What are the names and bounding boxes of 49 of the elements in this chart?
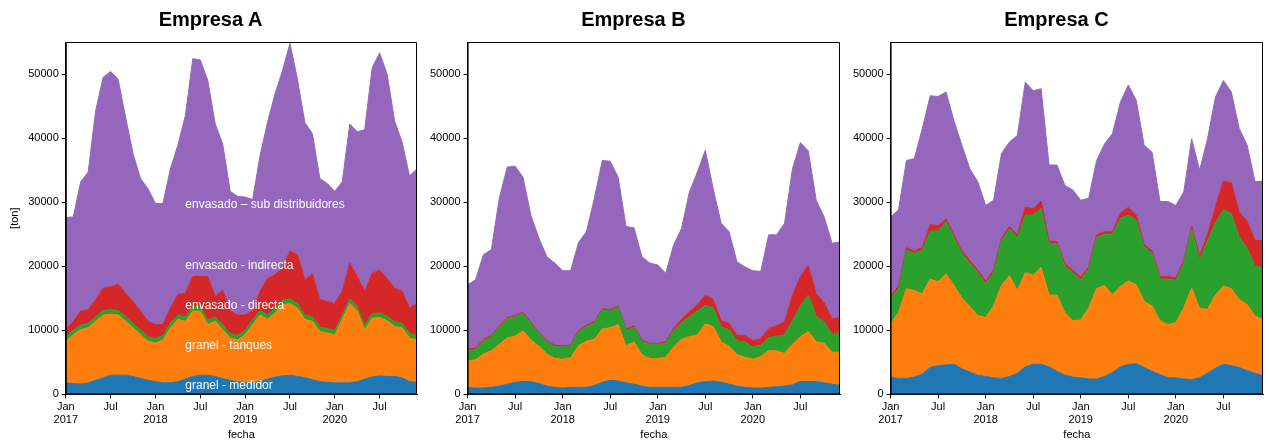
y-tick-label: 20000 <box>429 259 461 272</box>
x-tick-label: Jul <box>931 400 946 413</box>
x-tick-label: Jul <box>1026 400 1041 413</box>
y-tick-label: 40000 <box>28 131 59 144</box>
y-tick-label: 50000 <box>852 67 884 80</box>
x-tick-label: Jul <box>1216 400 1231 413</box>
x-tick-label: Jul <box>282 400 297 413</box>
y-tick-label: 10000 <box>852 323 884 336</box>
y-tick-label: 30000 <box>429 195 461 208</box>
y-tick-label: 30000 <box>852 195 884 208</box>
x-axis-title: fecha <box>1063 428 1092 441</box>
y-tick-label: 50000 <box>28 67 59 80</box>
x-tick-label: Jul <box>793 400 808 413</box>
x-tick-label: Jul <box>698 400 713 413</box>
x-axis-title: fecha <box>227 428 256 441</box>
x-tick-label: Jan 2017 <box>455 400 480 426</box>
series-label: granel - tanques <box>185 337 273 352</box>
y-tick-label: 0 <box>454 387 461 400</box>
x-tick-label: Jan 2018 <box>973 400 998 426</box>
x-tick-label: Jul <box>103 400 118 413</box>
y-tick-label: 40000 <box>429 131 461 144</box>
y-tick-label: 10000 <box>28 323 59 336</box>
y-tick-label: 30000 <box>28 195 59 208</box>
x-tick-label: Jul <box>603 400 618 413</box>
x-tick-label: Jan 2018 <box>550 400 575 426</box>
chart-title: Empresa A <box>158 7 263 30</box>
x-tick-label: Jul <box>193 400 208 413</box>
x-axis-title: fecha <box>640 428 669 441</box>
y-tick-label: 10000 <box>429 323 461 336</box>
series-label: envasado – sub distribuidores <box>185 196 345 211</box>
x-tick-label: Jan 2020 <box>322 400 348 426</box>
x-tick-label: Jan 2018 <box>143 400 168 426</box>
x-tick-label: Jan 2020 <box>740 400 766 426</box>
x-tick-label: Jan 2020 <box>1163 400 1189 426</box>
y-axis-title: [ton] <box>7 207 20 229</box>
y-tick-label: 0 <box>52 387 59 400</box>
y-tick-label: 20000 <box>28 259 59 272</box>
series-label: granel - medidor <box>185 377 273 392</box>
x-tick-label: Jan 2017 <box>878 400 903 426</box>
y-tick-label: 0 <box>877 387 884 400</box>
chart-title: Empresa C <box>1004 7 1109 30</box>
x-tick-label: Jul <box>372 400 387 413</box>
y-tick-label: 50000 <box>429 67 461 80</box>
chart-title: Empresa B <box>581 7 686 30</box>
y-tick-label: 40000 <box>852 131 884 144</box>
x-tick-label: Jul <box>508 400 523 413</box>
x-tick-label: Jul <box>1121 400 1136 413</box>
y-tick-label: 20000 <box>852 259 884 272</box>
x-tick-label: Jan 2017 <box>53 400 79 426</box>
